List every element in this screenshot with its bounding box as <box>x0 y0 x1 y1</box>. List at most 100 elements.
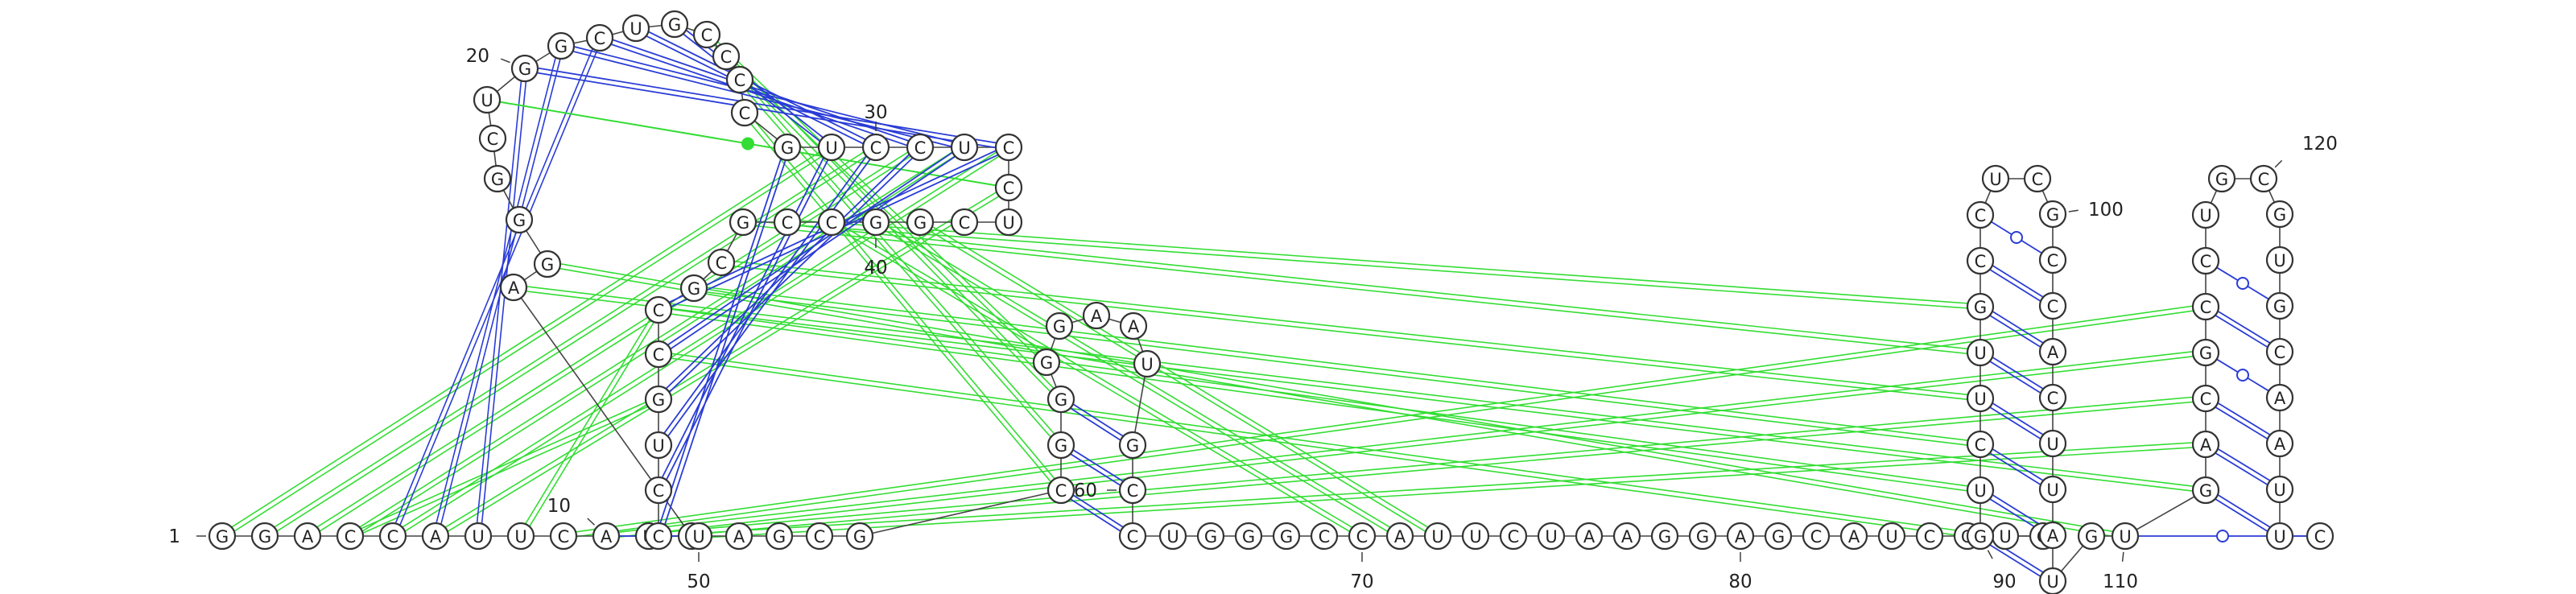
nucleotide-letter: A <box>2274 435 2286 454</box>
nucleotide-letter: C <box>2200 252 2212 271</box>
position-number: 80 <box>1728 552 1752 592</box>
base-pair <box>2216 358 2269 392</box>
nucleotide-letter: G <box>853 527 866 547</box>
long-range-link <box>742 219 1981 356</box>
long-range-link <box>658 307 1981 493</box>
nucleotide-letter: U <box>825 138 837 158</box>
nucleotide: G <box>1032 348 1061 377</box>
nucleotide: C <box>773 208 802 237</box>
nucleotide-letter: C <box>1127 481 1139 501</box>
nucleotide-letter: C <box>826 213 838 233</box>
nucleotide-letter: U <box>1166 527 1179 547</box>
nucleotide: G <box>660 10 689 39</box>
nucleotide-letter: A <box>2274 389 2286 408</box>
base-pair <box>499 101 997 187</box>
nucleotide: A <box>2038 337 2067 366</box>
nucleotide: C <box>2191 292 2220 321</box>
nucleotide-letter: U <box>514 527 526 547</box>
base-pair <box>1989 402 2044 439</box>
nucleotide-letter: A <box>733 527 745 547</box>
nucleotide: G <box>250 522 279 551</box>
nucleotide: U <box>684 522 713 551</box>
nucleotide: C <box>994 133 1023 162</box>
nucleotide-letter: U <box>692 527 704 547</box>
nucleotide-letter: U <box>1141 355 1153 374</box>
nucleotide: C <box>692 20 721 49</box>
position-number: 40 <box>864 238 888 278</box>
nucleotide-letter: G <box>668 15 681 35</box>
nucleotide-letter: G <box>518 60 531 79</box>
nucleotide: C <box>2023 164 2052 193</box>
base-pair <box>646 31 866 145</box>
nucleotide: U <box>2038 429 2067 458</box>
nucleotide: C <box>805 522 834 551</box>
nucleotide: A <box>2038 521 2067 550</box>
nucleotide: C <box>2306 522 2334 551</box>
nucleotide-letter: C <box>814 527 826 547</box>
long-range-link <box>658 351 1981 539</box>
nucleotide-letter: C <box>1319 527 1331 547</box>
base-pair <box>659 158 786 526</box>
position-number-label: 90 <box>1992 571 2016 592</box>
nucleotide: U <box>621 14 650 43</box>
nucleotide: U <box>1966 338 1995 367</box>
base-pair <box>1070 403 1124 441</box>
base-pair <box>2215 310 2271 349</box>
nucleotide-letter: G <box>1974 527 1987 547</box>
base-pair <box>1989 494 2044 531</box>
nucleotide-letter: G <box>914 213 927 233</box>
nucleotide-letter: G <box>1204 527 1217 547</box>
nucleotide-letter: C <box>594 29 606 48</box>
base-pair <box>1989 311 2044 348</box>
nucleotide: A <box>499 273 528 302</box>
long-range-link <box>547 261 2126 539</box>
nucleotide-letter: G <box>1280 527 1293 547</box>
nucleotide: G <box>1272 522 1301 551</box>
nucleotide: U <box>2038 567 2067 594</box>
nucleotide-letter: C <box>558 527 570 547</box>
nucleotide: G <box>1046 431 1075 460</box>
nucleotide: C <box>644 295 673 324</box>
nucleotide: G <box>845 522 874 551</box>
nucleotide: C <box>478 124 507 153</box>
long-range-link <box>518 308 662 538</box>
position-number-label: 10 <box>547 496 571 517</box>
nucleotide: G <box>1764 522 1793 551</box>
nucleotide-letter: C <box>2047 297 2059 316</box>
nucleotide: A <box>1726 522 1755 551</box>
nucleotide-letter: U <box>2119 527 2131 547</box>
nucleotide: U <box>1981 164 2010 193</box>
position-number-label: 100 <box>2088 200 2124 221</box>
backbone-segment <box>859 489 1062 537</box>
nucleotide: U <box>473 85 502 114</box>
nucleotide: U <box>1877 522 1906 551</box>
base-pair <box>1070 494 1124 532</box>
nucleotide: G <box>2265 291 2294 320</box>
nucleotide-letter: A <box>1394 527 1406 547</box>
base-pair <box>663 155 871 437</box>
nucleotide: U <box>1537 522 1566 551</box>
nucleotide-letter: U <box>1469 527 1481 547</box>
nucleotide: A <box>1575 522 1604 551</box>
nucleotide-letter: U <box>2199 206 2211 225</box>
long-range-link <box>220 144 834 539</box>
nucleotide: A <box>2265 383 2294 412</box>
base-pair <box>2215 494 2271 532</box>
nucleotide: U <box>1461 522 1490 551</box>
long-range-link <box>648 395 2207 539</box>
nucleotide-letter: G <box>216 527 229 547</box>
nucleotide-letter: G <box>1055 436 1067 456</box>
nucleotide: C <box>644 476 673 505</box>
nucleotide-letter: C <box>1975 252 1987 271</box>
position-number: 110 <box>2103 551 2138 592</box>
nucleotide-letter: U <box>2273 527 2285 547</box>
nucleotide: A <box>421 522 450 551</box>
nucleotide: G <box>773 133 802 162</box>
nucleotide-letter: U <box>1999 527 2011 547</box>
nucleotide-letter: A <box>1091 307 1103 326</box>
position-number: 10 <box>547 496 595 526</box>
nucleotide: C <box>378 522 407 551</box>
nucleotide: G <box>765 522 794 551</box>
nucleotide: U <box>1158 522 1187 551</box>
